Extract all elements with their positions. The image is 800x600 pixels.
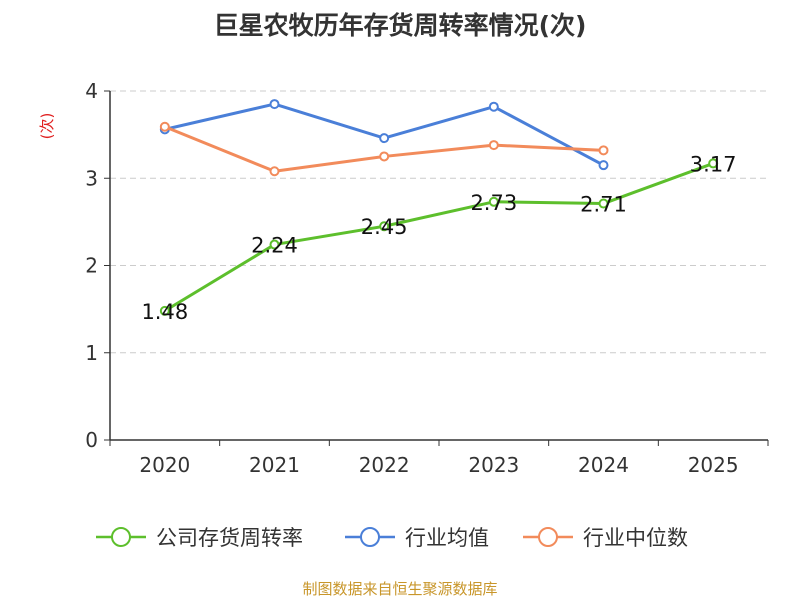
series-point — [598, 160, 609, 171]
data-label: 2.45 — [361, 215, 408, 239]
x-tick-label: 2023 — [468, 453, 519, 477]
legend-marker — [111, 527, 131, 547]
axis-layer: 0 1 2 3 4 2020 2021 2022 2023 2024 2025 (次) — [38, 79, 769, 477]
data-label: 2.73 — [470, 191, 517, 215]
y-tick-label: 3 — [85, 166, 98, 190]
x-tick-label: 2021 — [249, 453, 300, 477]
legend-marker — [538, 527, 558, 547]
y-tick-label: 0 — [85, 428, 98, 452]
y-tick-label: 1 — [85, 341, 98, 365]
series-point — [379, 133, 390, 144]
x-tick-label: 2025 — [688, 453, 739, 477]
y-tick-label: 2 — [85, 254, 98, 278]
series-line — [164, 162, 714, 313]
data-label: 3.17 — [690, 152, 737, 176]
chart-title: 巨星农牧历年存货周转率情况(次) — [213, 11, 587, 40]
y-axis-label: (次) — [38, 113, 56, 140]
data-label: 2.71 — [580, 193, 627, 217]
x-tick-label: 2020 — [139, 453, 190, 477]
data-source-note: 制图数据来自恒生聚源数据库 — [302, 580, 498, 598]
legend-marker — [360, 527, 380, 547]
data-label: 2.24 — [251, 234, 298, 258]
grid-layer — [110, 90, 768, 354]
series-point — [488, 196, 499, 207]
series-point — [269, 99, 280, 110]
series-point — [708, 158, 719, 169]
series-point — [269, 166, 280, 177]
series-point — [159, 121, 170, 132]
series-point — [488, 140, 499, 151]
x-tick-label: 2022 — [359, 453, 410, 477]
legend: 公司存货周转率 行业均值 行业中位数 — [96, 526, 688, 550]
series-point — [159, 305, 170, 316]
x-tick-label: 2024 — [578, 453, 629, 477]
legend-label: 行业中位数 — [583, 526, 688, 550]
series-layer — [159, 99, 719, 316]
data-label: 1.48 — [141, 300, 188, 324]
y-tick-label: 4 — [85, 79, 98, 103]
legend-label: 行业均值 — [405, 526, 489, 550]
series-point — [598, 145, 609, 156]
series-point — [598, 198, 609, 209]
series-point — [379, 221, 390, 232]
data-label-layer: 1.48 2.24 2.45 2.73 2.71 3.17 — [141, 152, 736, 323]
series-point — [488, 101, 499, 112]
legend-label: 公司存货周转率 — [156, 526, 303, 550]
series-point — [269, 239, 280, 250]
series-point — [379, 151, 390, 162]
